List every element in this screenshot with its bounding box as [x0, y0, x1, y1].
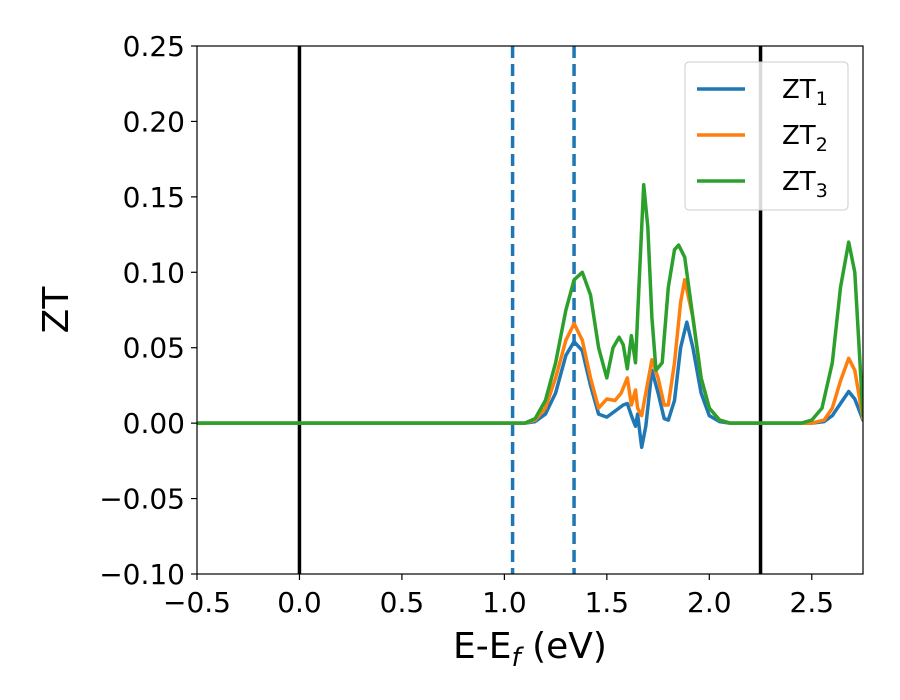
- x-tick-label: 2.5: [790, 586, 835, 619]
- y-tick-label: 0.20: [123, 105, 185, 138]
- legend-label-zt1: ZT1: [782, 75, 828, 110]
- legend-box: [684, 61, 849, 211]
- plot-frame: [196, 45, 864, 575]
- y-tick-label: 0.15: [123, 181, 185, 214]
- x-tick-label: 0.0: [277, 586, 322, 619]
- y-tick-label: 0.10: [123, 256, 185, 289]
- y-tick-label: 0.05: [123, 332, 185, 365]
- x-tick-label: 1.0: [482, 586, 527, 619]
- x-tick-label: 0.5: [380, 586, 425, 619]
- x-axis-label: E-Ef (eV): [453, 626, 607, 673]
- series-lines: [197, 183, 863, 450]
- x-tick-label: −0.5: [163, 586, 231, 619]
- y-tick-label: −0.10: [99, 558, 185, 591]
- legend-label-zt2: ZT2: [782, 121, 828, 156]
- x-tick-label: 1.5: [585, 586, 630, 619]
- y-tick-label: −0.05: [99, 483, 185, 516]
- y-axis-label: ZT: [36, 286, 77, 334]
- x-tick-label: 2.0: [687, 586, 732, 619]
- legend-label-zt3: ZT3: [782, 167, 828, 202]
- y-tick-label: 0.00: [123, 407, 185, 440]
- legend: ZT1 ZT2 ZT3: [684, 61, 849, 211]
- y-tick-label: 0.25: [123, 30, 185, 63]
- x-axis-ticks: −0.5 0.0 0.5 1.0 1.5 2.0 2.5: [163, 574, 834, 619]
- series-line-zt3: [197, 183, 863, 425]
- y-axis-ticks: −0.10 −0.05 0.00 0.05 0.10 0.15 0.20 0.25: [99, 30, 197, 591]
